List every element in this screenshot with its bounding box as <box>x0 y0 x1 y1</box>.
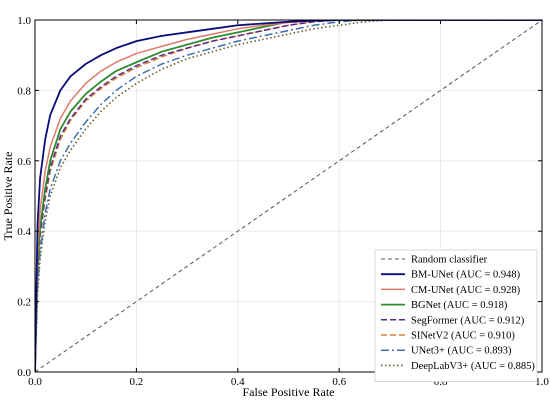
y-tick-label: 0.8 <box>17 85 31 97</box>
y-tick-label: 0.4 <box>17 226 31 238</box>
legend-label: SegFormer (AUC = 0.912) <box>411 315 525 326</box>
legend: Random classifier BM-UNet (AUC = 0.948) CM… <box>374 249 538 383</box>
legend-label: UNet3+ (AUC = 0.893) <box>411 346 512 357</box>
axis-ticks: 0.0 0.2 0.4 0.6 0.8 1.00.00.20.40.60.81.0 <box>17 15 549 388</box>
legend-label: CM-UNet (AUC = 0.928) <box>411 285 521 296</box>
grid <box>34 19 543 373</box>
legend-label: Random classifier <box>411 255 488 266</box>
x-tick-label: 0.2 <box>130 376 144 388</box>
series-line-4 <box>35 20 542 372</box>
x-tick-label: 1.0 <box>535 376 549 388</box>
series-lines <box>35 20 542 372</box>
x-tick-label: 0.0 <box>28 376 42 388</box>
x-tick-label: 0.4 <box>231 376 245 388</box>
y-tick-label: 0.2 <box>17 297 31 309</box>
y-tick-label: 0.0 <box>17 367 31 379</box>
series-line-1 <box>35 20 542 372</box>
y-axis-label: True Positive Rate <box>1 152 15 241</box>
legend-label: SINetV2 (AUC = 0.910) <box>411 331 515 342</box>
x-axis-label: False Positive Rate <box>243 385 335 399</box>
y-tick-label: 0.6 <box>17 156 31 168</box>
legend-label: BM-UNet (AUC = 0.948) <box>411 270 521 281</box>
series-line-7 <box>35 20 542 372</box>
plot-frame <box>34 19 543 373</box>
legend-label: DeepLabV3+ (AUC = 0.885) <box>411 361 535 372</box>
y-tick-label: 1.0 <box>17 15 31 27</box>
series-line-0 <box>35 20 542 372</box>
legend-box <box>374 249 538 383</box>
series-line-6 <box>35 20 542 372</box>
x-tick-label: 0.6 <box>332 376 346 388</box>
legend-label: BGNet (AUC = 0.918) <box>411 300 508 311</box>
